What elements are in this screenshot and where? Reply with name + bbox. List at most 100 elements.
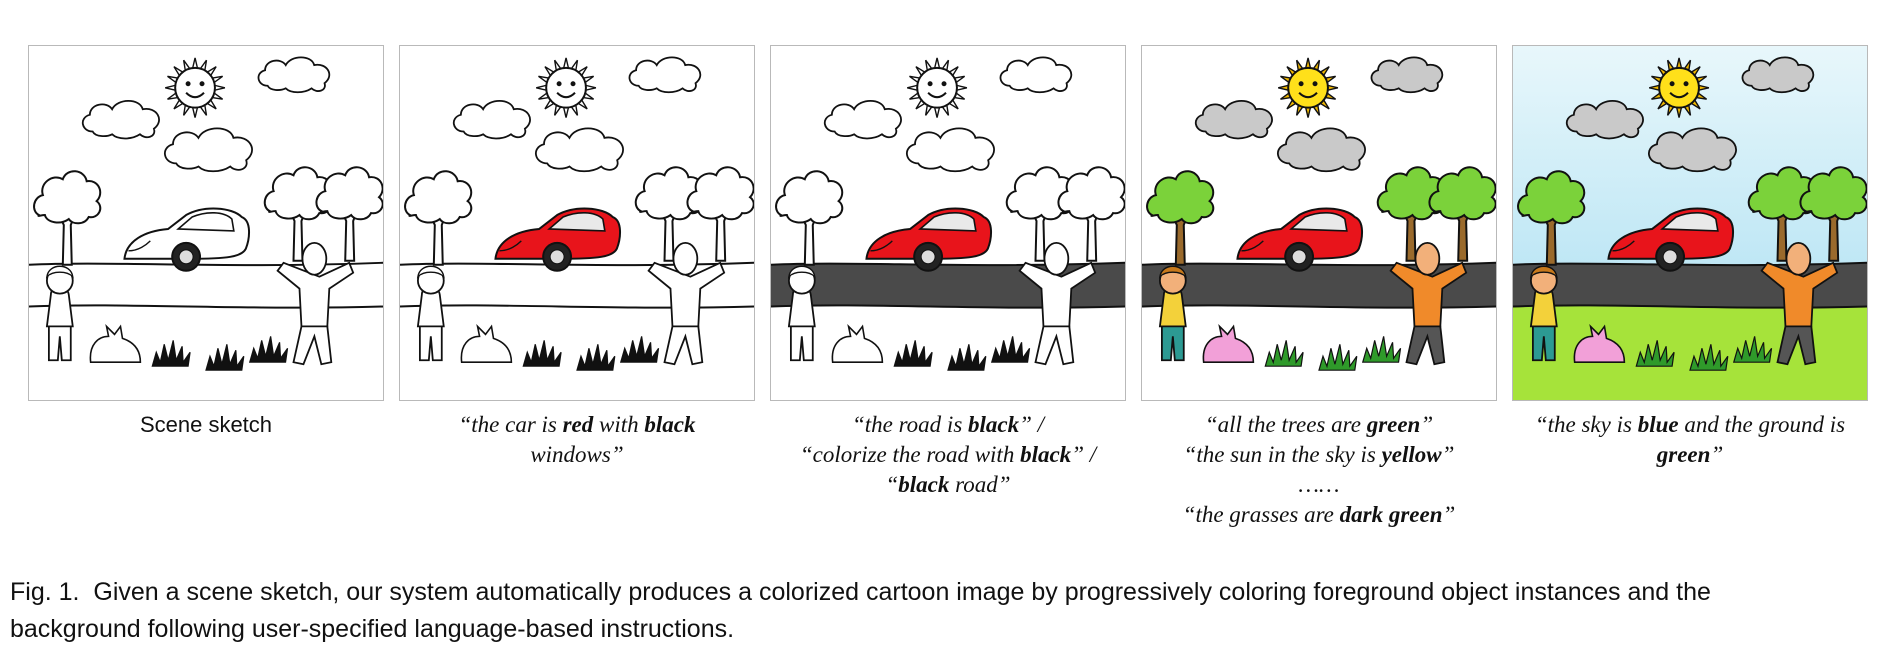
- caption-text: “the sky is: [1534, 412, 1638, 437]
- sun-eye: [1669, 81, 1675, 87]
- man: [1018, 241, 1097, 366]
- cat-body: [1202, 323, 1255, 364]
- caption-text: ”: [1442, 502, 1456, 527]
- sun-disc: [545, 66, 587, 109]
- man: [647, 241, 726, 366]
- boy: [787, 265, 816, 362]
- sun-disc: [1658, 66, 1700, 109]
- cloud: [1370, 56, 1444, 94]
- caption-text: “the road is: [851, 412, 969, 437]
- car-colored-image: [400, 56, 754, 371]
- boy-hair: [1158, 265, 1187, 279]
- road-edge-bottom: [400, 304, 754, 309]
- caption-line: windows”: [387, 440, 767, 470]
- caption-line: “colorize the road with black” /: [758, 440, 1138, 470]
- tree-crown: [315, 166, 383, 221]
- tree-crown: [404, 170, 473, 225]
- cloud: [1648, 127, 1737, 173]
- car-window: [918, 212, 977, 232]
- grass-tuft: [1361, 336, 1402, 363]
- boy-hair: [45, 265, 74, 279]
- cat: [460, 323, 513, 364]
- road-edge-top: [400, 261, 754, 267]
- caption-foreground: “all the trees are green” “the sun in the…: [1129, 410, 1509, 530]
- grass-tuft: [1635, 340, 1675, 367]
- sun-eye: [556, 81, 562, 87]
- caption-text: ”: [1420, 412, 1434, 437]
- boy: [45, 265, 74, 362]
- cloud: [1566, 99, 1644, 140]
- man-head: [1414, 241, 1441, 276]
- cloud: [628, 56, 702, 94]
- sun-ray: [956, 84, 968, 92]
- figure-caption: Fig. 1. Given a scene sketch, our system…: [10, 574, 1890, 648]
- sun-eye: [927, 81, 933, 87]
- caption-text: “all the trees are: [1204, 412, 1367, 437]
- boy: [1529, 265, 1558, 362]
- sun-ray: [1327, 84, 1339, 92]
- grass-tuft: [205, 344, 245, 371]
- caption-text: ” /: [1071, 442, 1097, 467]
- grass-tuft: [1732, 336, 1773, 363]
- car-window: [176, 212, 235, 232]
- panel-road-colored: [770, 45, 1126, 401]
- caption-keyword: black: [898, 472, 950, 497]
- caption-text: road”: [949, 472, 1011, 497]
- sun-ray: [933, 106, 941, 118]
- caption-text: windows”: [530, 442, 624, 467]
- caption-keyword: black: [644, 412, 696, 437]
- grass-tuft: [151, 340, 191, 367]
- boy-hair: [787, 265, 816, 279]
- tree-crown: [1799, 166, 1867, 221]
- caption-keyword: black: [1020, 442, 1072, 467]
- sun-smile: [1298, 92, 1318, 99]
- road-edge-top: [771, 261, 1125, 267]
- man-pants: [1034, 325, 1075, 366]
- cloud: [257, 56, 331, 94]
- car-detail: [870, 240, 893, 252]
- caption-line: “black road”: [758, 470, 1138, 500]
- sun-ray: [907, 84, 919, 92]
- car-hub: [920, 249, 936, 265]
- panel-scene-sketch: [28, 45, 384, 401]
- caption-text: and the ground is: [1678, 412, 1846, 437]
- sun-eye: [185, 81, 191, 87]
- caption-line: “the road is black” /: [758, 410, 1138, 440]
- sun-eye: [199, 81, 205, 87]
- car: [1236, 207, 1364, 272]
- sun-disc: [174, 66, 216, 109]
- boy: [416, 265, 445, 362]
- road-edge-top: [1142, 261, 1496, 267]
- cloud: [1741, 56, 1815, 94]
- foreground-colored-image: [1142, 56, 1496, 371]
- tree-crown: [1057, 166, 1125, 221]
- sun-ray: [165, 84, 177, 92]
- car-detail: [1612, 240, 1635, 252]
- caption-keyword: blue: [1637, 412, 1679, 437]
- cloud: [453, 99, 531, 140]
- caption-text: “: [885, 472, 899, 497]
- sun: [536, 57, 597, 118]
- caption-keyword: dark green: [1339, 502, 1443, 527]
- tree-crown: [775, 170, 844, 225]
- cloud: [164, 127, 253, 173]
- sun-ray: [562, 57, 570, 69]
- caption-line: ……: [1129, 470, 1509, 500]
- boy-pants: [789, 325, 814, 362]
- cat-body: [1573, 323, 1626, 364]
- caption-car: “the car is red with black windows”: [387, 410, 767, 470]
- figure-label: Fig. 1.: [10, 578, 80, 606]
- cloud: [82, 99, 160, 140]
- cloud: [1195, 99, 1273, 140]
- sun: [165, 57, 226, 118]
- sun-ray: [214, 84, 226, 92]
- cat-body: [460, 323, 513, 364]
- caption-text: ……: [1298, 472, 1340, 497]
- sun-ray: [191, 57, 199, 69]
- sun-smile: [185, 92, 205, 99]
- boy: [1158, 265, 1187, 362]
- car: [123, 207, 251, 272]
- tree-crown: [1428, 166, 1496, 221]
- caption-text: “the sun in the sky is: [1183, 442, 1382, 467]
- car-detail: [128, 240, 151, 252]
